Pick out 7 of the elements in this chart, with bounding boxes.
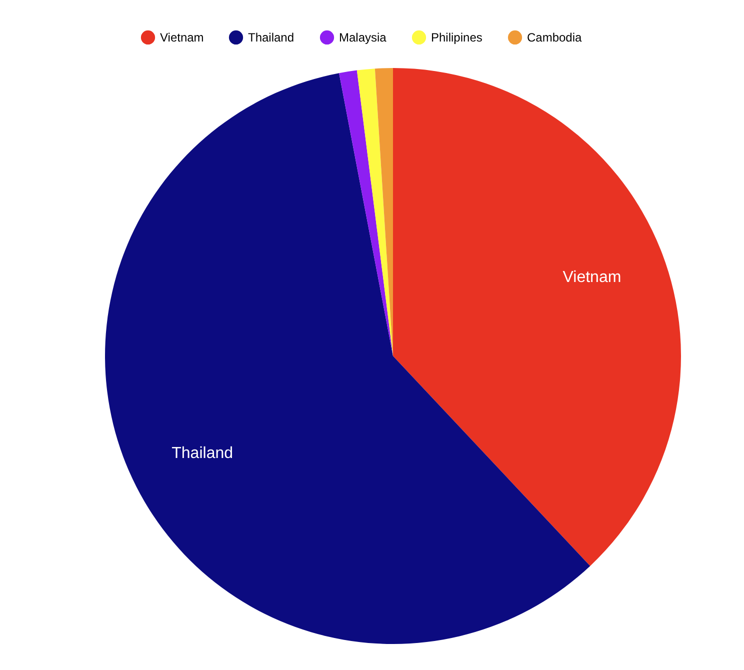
legend-label: Philipines bbox=[431, 30, 482, 44]
legend-label: Malaysia bbox=[339, 30, 387, 44]
slice-label: Thailand bbox=[172, 445, 234, 462]
legend-label: Vietnam bbox=[160, 30, 204, 44]
legend-label: Cambodia bbox=[527, 30, 582, 44]
legend-label: Thailand bbox=[248, 30, 294, 44]
slice-label: Vietnam bbox=[562, 269, 622, 286]
